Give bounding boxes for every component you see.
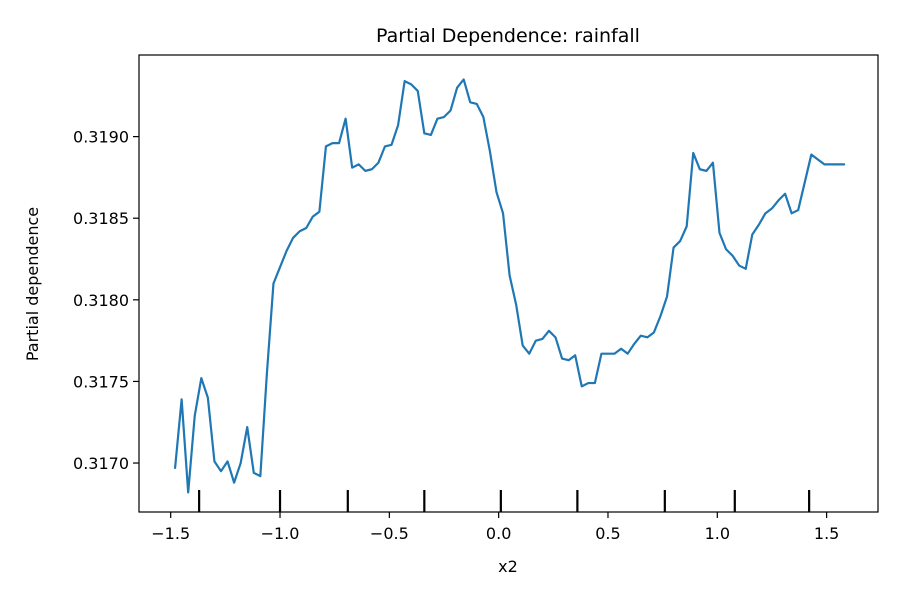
- decile-ticks: [198, 490, 811, 512]
- x-tick-label: −1.5: [151, 524, 190, 543]
- plot-area-frame: [138, 54, 879, 513]
- y-tick-label: 0.3170: [73, 454, 129, 473]
- x-tick-label: 1.0: [705, 524, 730, 543]
- x-tick-label: −1.0: [261, 524, 300, 543]
- series-lines: [173, 78, 846, 494]
- x-tick-label: −0.5: [370, 524, 409, 543]
- y-tick-label: 0.3190: [73, 128, 129, 147]
- x-axis-ticks: −1.5 −1.0 −0.5 0.0 0.5 1.0 1.5: [151, 512, 839, 543]
- y-tick-label: 0.3185: [73, 209, 129, 228]
- x-tick-label: 1.5: [814, 524, 839, 543]
- x-tick-label: 0.5: [595, 524, 620, 543]
- x-axis-label: x2: [498, 557, 518, 576]
- y-axis-ticks: 0.3170 0.3175 0.3180 0.3185 0.3190: [73, 128, 139, 473]
- y-axis-label: Partial dependence: [23, 207, 42, 361]
- x-tick-label: 0.0: [486, 524, 511, 543]
- y-tick-label: 0.3175: [73, 372, 129, 391]
- series-line: [173, 78, 846, 494]
- chart-title: Partial Dependence: rainfall: [376, 25, 640, 47]
- y-tick-label: 0.3180: [73, 291, 129, 310]
